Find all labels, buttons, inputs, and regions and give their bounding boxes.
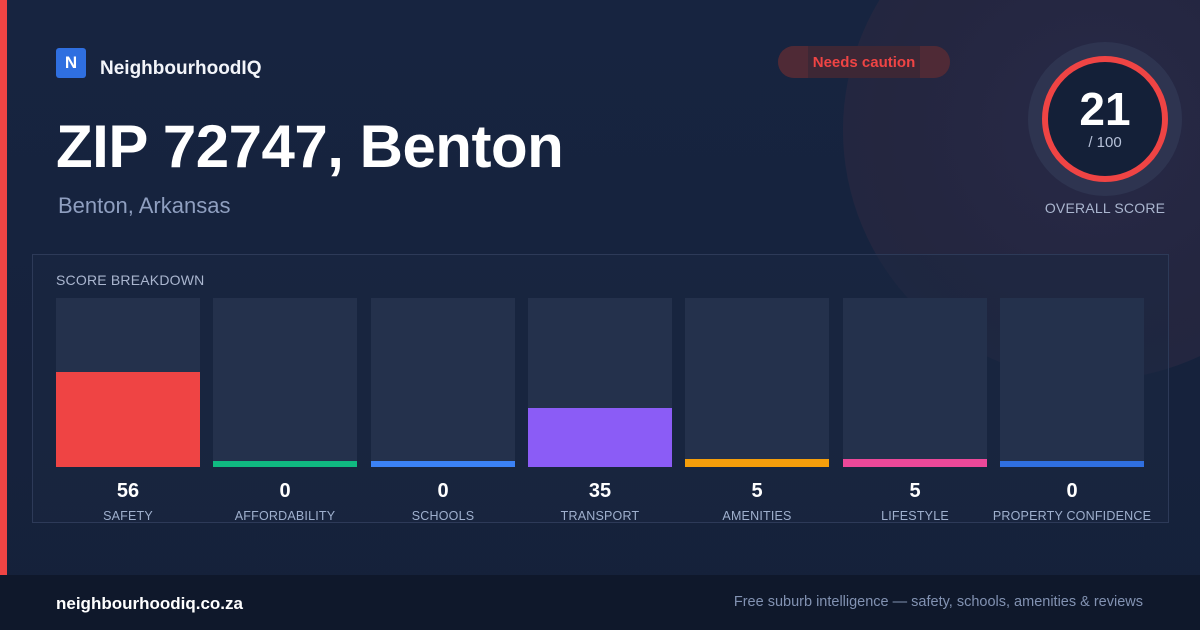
footer: neighbourhoodiq.co.za Free suburb intell… [0, 575, 1200, 630]
score-value: 0 [1066, 480, 1078, 502]
score-value: 35 [588, 480, 612, 502]
footer-tagline: Free suburb intelligence — safety, schoo… [733, 594, 1143, 610]
status-accent-bar [0, 0, 7, 575]
score-bar-fill [685, 459, 829, 467]
score-bar-fill [843, 459, 987, 467]
score-label: SAFETY [103, 509, 153, 523]
brand-name: NeighbourhoodIQ [100, 58, 262, 79]
score-label: AFFORDABILITY [234, 509, 336, 523]
overall-score-label: OVERALL SCORE [1044, 200, 1166, 216]
score-value: 0 [437, 480, 449, 502]
score-bar-fill [213, 461, 357, 467]
brand[interactable]: N NeighbourhoodIQ [56, 46, 261, 80]
status-badge-label: Needs caution [812, 53, 916, 71]
overall-score-value: 21 [1079, 83, 1131, 135]
score-bar-fill [528, 408, 672, 467]
score-bar-track [213, 298, 357, 467]
overall-score-ring: 21 / 100 [1028, 42, 1182, 196]
score-bar-fill [56, 372, 200, 467]
score-label: AMENITIES [722, 509, 792, 523]
score-label: SCHOOLS [411, 509, 475, 523]
score-label: PROPERTY CONFIDENCE [992, 509, 1152, 523]
score-bar-track [685, 298, 829, 467]
score-bar-track [56, 298, 200, 467]
location-subtitle: Benton, Arkansas [58, 193, 231, 218]
page-title: ZIP 72747, Benton [56, 113, 564, 180]
score-ring-graphic [1028, 42, 1182, 196]
score-value: 56 [116, 480, 140, 502]
score-value: 5 [909, 480, 921, 502]
score-value: 0 [279, 480, 291, 502]
score-label: LIFESTYLE [881, 509, 949, 523]
score-breakdown-title: SCORE BREAKDOWN [56, 272, 205, 288]
score-breakdown-panel: SCORE BREAKDOWN 56 SAFETY 0 AFFORDABILITY 0 S… [32, 254, 1169, 523]
score-bar-track [843, 298, 987, 467]
score-bar-fill [371, 461, 515, 467]
score-bar-track [1000, 298, 1144, 467]
score-bar-track [371, 298, 515, 467]
overall-score-max: / 100 [1088, 134, 1122, 151]
score-bar-fill [1000, 461, 1144, 467]
status-badge: Needs caution [778, 46, 950, 78]
footer-domain[interactable]: neighbourhoodiq.co.za [56, 594, 243, 613]
score-bar-track [528, 298, 672, 467]
score-value: 5 [751, 480, 763, 502]
score-label: TRANSPORT [560, 509, 640, 523]
brand-logo: N [56, 48, 86, 78]
